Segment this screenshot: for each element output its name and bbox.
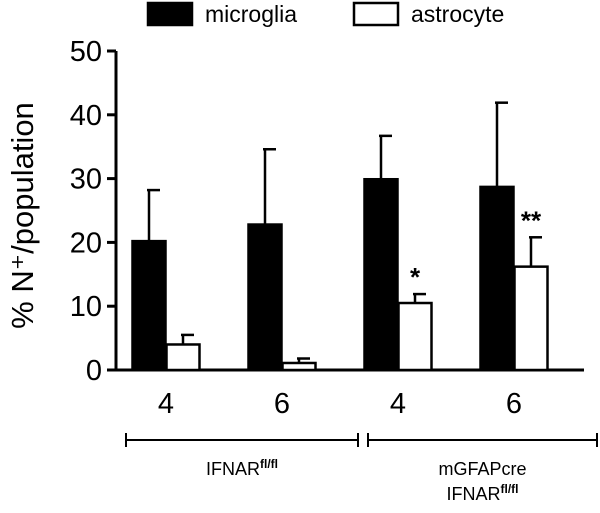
legend-label-astrocyte: astrocyte [411,1,504,27]
bar-microglia [479,185,515,372]
y-axis-label: % N⁺/population [5,102,40,329]
bar-astrocyte [513,265,549,372]
bar-microglia [131,239,167,372]
group-label: IFNARfl/fl [206,457,278,479]
significance-marker: * [410,262,421,292]
group-label: mGFAPcre [438,459,526,479]
y-tick-label: 10 [70,291,102,323]
y-tick-label: 0 [86,355,102,387]
y-tick-label: 30 [70,164,102,196]
x-tick-label: 4 [158,388,174,420]
legend-swatch-astrocyte [352,1,400,27]
group-label: IFNARfl/fl [447,482,519,504]
y-tick-label: 50 [70,36,102,68]
bar-microglia [363,177,399,372]
bar-astrocyte [397,301,433,372]
bar-microglia [247,223,283,372]
x-tick-label: 6 [274,388,290,420]
bar-astrocyte [281,361,317,372]
legend-label-microglia: microglia [205,1,297,27]
x-tick-label: 6 [506,388,522,420]
y-tick-label: 20 [70,227,102,259]
significance-marker: ** [521,205,542,235]
bar-astrocyte [165,343,201,372]
y-tick-label: 40 [70,100,102,132]
x-tick-label: 4 [390,388,406,420]
legend-swatch-microglia [146,1,194,27]
